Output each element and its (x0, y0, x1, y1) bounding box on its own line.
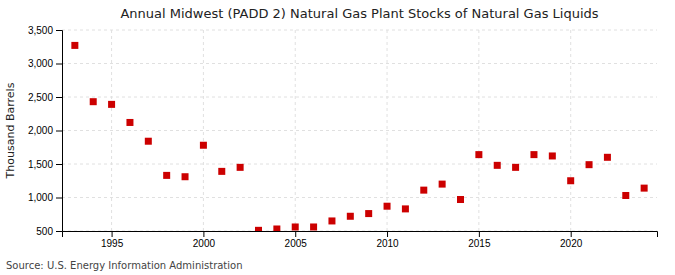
tick-mark (56, 198, 62, 199)
tick-mark (56, 231, 62, 232)
tick: 2,000 (28, 125, 62, 136)
tick: 2010 (376, 231, 399, 249)
tick-label: 500 (36, 226, 53, 237)
tick: 2015 (468, 231, 491, 249)
tick-label: 2,500 (28, 92, 53, 103)
tick: 500 (36, 226, 62, 237)
tick-mark (295, 231, 296, 237)
y-axis-label: Thousand Barrels (4, 82, 17, 179)
point (604, 154, 611, 161)
tick-mark (56, 131, 62, 132)
point (126, 119, 133, 126)
grid-line (478, 30, 479, 231)
point (255, 227, 262, 231)
tick-mark (203, 231, 204, 237)
tick-label: 3,500 (28, 25, 53, 36)
point (512, 164, 519, 171)
point (218, 168, 225, 175)
tick: 1,000 (28, 192, 62, 203)
point (310, 223, 317, 230)
tick-label: 1,500 (28, 159, 53, 170)
tick: 2020 (560, 231, 583, 249)
grid-line (295, 30, 296, 231)
tick-label: 2015 (468, 238, 491, 249)
grid-line (62, 97, 657, 98)
point (641, 185, 648, 192)
x-axis: 1995 2000 2005 2010 2015 2020 (63, 231, 658, 249)
tick: 2005 (285, 231, 308, 249)
point (71, 42, 78, 49)
grid-line (62, 130, 657, 131)
chart: 1995 2000 2005 2010 2015 2020 500 1,000 1,500 2,0… (0, 0, 675, 275)
tick-mark (56, 164, 62, 165)
point (530, 151, 537, 158)
tick-label: 1995 (101, 238, 124, 249)
grid (62, 30, 657, 231)
axis-line (63, 232, 658, 238)
tick-mark (56, 97, 62, 98)
tick-label: 2020 (560, 238, 583, 249)
point (347, 213, 354, 220)
tick-label: 2000 (193, 238, 216, 249)
tick: 2000 (193, 231, 216, 249)
point (163, 172, 170, 179)
point (365, 210, 372, 217)
axis-line (56, 31, 63, 232)
grid-line (203, 30, 204, 231)
point (273, 225, 280, 231)
point (622, 192, 629, 199)
point (457, 196, 464, 203)
point (475, 151, 482, 158)
tick-mark (387, 231, 388, 237)
grid-line (570, 30, 571, 231)
point (494, 162, 501, 169)
tick: 1995 (101, 231, 124, 249)
tick-label: 1,000 (28, 192, 53, 203)
annotation: Source: U.S. Energy Information Administ… (6, 260, 243, 271)
point (108, 101, 115, 108)
point (145, 138, 152, 145)
point (420, 187, 427, 194)
grid-line (62, 30, 657, 31)
tick-mark (56, 64, 62, 65)
plot-area: 1995 2000 2005 2010 2015 2020 500 1,000 1,500 2,0… (28, 25, 658, 249)
point (586, 161, 593, 168)
tick-label: 2005 (285, 238, 308, 249)
tick-mark (56, 30, 62, 31)
point (237, 164, 244, 171)
tick-mark (571, 231, 572, 237)
title: Annual Midwest (PADD 2) Natural Gas Plan… (120, 6, 598, 21)
tick-label: 2010 (376, 238, 399, 249)
tick: 2,500 (28, 92, 62, 103)
tick: 1,500 (28, 159, 62, 170)
grid-line (62, 164, 657, 165)
tick-label: 3,000 (28, 58, 53, 69)
tick: 3,500 (28, 25, 62, 36)
point (90, 98, 97, 105)
point (200, 142, 207, 149)
point (384, 203, 391, 210)
grid-line (62, 197, 657, 198)
points (71, 42, 647, 231)
grid-line (62, 63, 657, 64)
tick-mark (479, 231, 480, 237)
point (402, 205, 409, 212)
grid-line (387, 30, 388, 231)
point (182, 173, 189, 180)
point (328, 217, 335, 224)
grid-line (111, 30, 112, 231)
tick-label: 2,000 (28, 125, 53, 136)
point (439, 181, 446, 188)
point (567, 177, 574, 184)
point (549, 152, 556, 159)
tick-mark (112, 231, 113, 237)
y-axis: 500 1,000 1,500 2,000 2,500 3,000 3,500 (28, 25, 63, 237)
point (292, 223, 299, 230)
tick: 3,000 (28, 58, 62, 69)
